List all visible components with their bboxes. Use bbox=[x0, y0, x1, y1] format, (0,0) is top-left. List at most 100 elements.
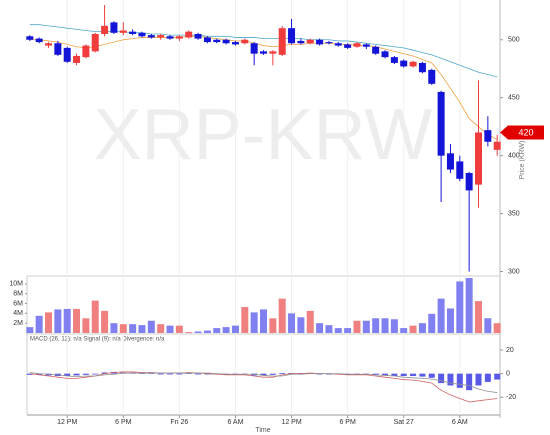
volume-bar bbox=[82, 318, 90, 333]
histogram-bar bbox=[410, 373, 417, 377]
volume-bar bbox=[101, 310, 109, 333]
histogram-bar bbox=[484, 373, 491, 382]
volume-bar bbox=[428, 313, 436, 333]
volume-bar bbox=[119, 324, 127, 333]
volume-bar bbox=[390, 319, 398, 333]
candle-body bbox=[325, 42, 333, 44]
candle-body bbox=[456, 161, 464, 179]
histogram-bar bbox=[176, 373, 183, 375]
y-tick-label: 500 bbox=[508, 37, 520, 44]
histogram-bar bbox=[269, 373, 276, 375]
histogram-bar bbox=[279, 373, 286, 374]
y-tick-label: 10M bbox=[9, 281, 23, 288]
histogram-bar bbox=[419, 373, 426, 377]
volume-bar bbox=[138, 325, 146, 333]
x-tick-label: 6 AM bbox=[227, 419, 243, 426]
candle-body bbox=[166, 36, 174, 39]
candle-body bbox=[194, 33, 202, 39]
volume-bar bbox=[409, 325, 417, 333]
candle-body bbox=[101, 25, 109, 34]
y-tick-label: 2M bbox=[13, 320, 23, 327]
candle-body bbox=[45, 43, 52, 46]
volume-bar bbox=[269, 318, 277, 333]
candle-body bbox=[381, 51, 389, 58]
last-price-label: 420 bbox=[518, 127, 533, 137]
y-tick-label: 20 bbox=[506, 347, 514, 354]
histogram-bar bbox=[26, 373, 33, 375]
candle-body bbox=[260, 51, 267, 54]
volume-bar bbox=[129, 324, 137, 333]
volume-bar bbox=[35, 315, 43, 333]
histogram-bar bbox=[101, 372, 108, 374]
histogram-bar bbox=[82, 373, 89, 375]
volume-bar bbox=[250, 312, 258, 333]
candle-body bbox=[428, 69, 436, 84]
candle-body bbox=[418, 62, 426, 73]
volume-bar bbox=[306, 310, 314, 333]
y-tick-label: 4M bbox=[13, 310, 23, 317]
candle-body bbox=[353, 43, 361, 47]
y-tick-label: 300 bbox=[508, 268, 520, 275]
candle-body bbox=[26, 36, 34, 40]
volume-bar bbox=[91, 300, 99, 333]
candle-body bbox=[306, 39, 314, 44]
macd-title: MACD (26, 12): n/a Signal (9): n/a Diver… bbox=[30, 337, 165, 343]
candle-body bbox=[185, 31, 193, 38]
candle-body bbox=[91, 33, 99, 52]
volume-bar bbox=[475, 301, 482, 333]
volume-bar bbox=[26, 327, 34, 333]
y-tick-label: 8M bbox=[13, 291, 23, 298]
volume-bar bbox=[147, 320, 155, 333]
volume-bar bbox=[437, 298, 445, 333]
candle-body bbox=[409, 61, 417, 67]
volume-bar bbox=[157, 324, 165, 333]
volume-bar bbox=[362, 320, 370, 333]
volume-bar bbox=[372, 318, 380, 333]
candle-body bbox=[278, 28, 286, 55]
candle-body bbox=[147, 35, 155, 38]
volume-bar bbox=[278, 298, 286, 333]
x-tick-label: 6 PM bbox=[115, 419, 132, 426]
candle-body bbox=[138, 32, 146, 37]
histogram-bar bbox=[438, 373, 445, 384]
y-tick-label: 0 bbox=[506, 371, 510, 378]
volume-bar bbox=[418, 323, 426, 333]
candle-body bbox=[54, 43, 62, 55]
volume-bar bbox=[231, 325, 239, 333]
histogram-bar bbox=[195, 373, 202, 375]
volume-bar bbox=[110, 323, 118, 333]
x-tick-label: 12 PM bbox=[281, 419, 301, 426]
candle-body bbox=[297, 40, 305, 44]
macd-line bbox=[29, 371, 498, 403]
candle-body bbox=[372, 46, 380, 54]
candle-body bbox=[129, 31, 137, 34]
histogram-bar bbox=[447, 373, 454, 386]
candle-body bbox=[35, 38, 43, 43]
y-axis-label: Price (KRW) bbox=[519, 141, 526, 180]
candle-body bbox=[334, 43, 342, 46]
volume-bar bbox=[203, 330, 211, 333]
volume-bar bbox=[288, 313, 296, 333]
volume-bar bbox=[260, 309, 267, 333]
histogram-bar bbox=[64, 373, 71, 377]
volume-bar bbox=[297, 317, 305, 333]
volume-bar bbox=[446, 308, 454, 333]
volume-bar bbox=[185, 332, 193, 333]
volume-bar bbox=[73, 308, 81, 333]
candle-body bbox=[400, 60, 408, 67]
histogram-bar bbox=[475, 373, 482, 386]
watermark: XRP-KRW bbox=[94, 95, 433, 175]
x-tick-label: 6 AM bbox=[452, 419, 468, 426]
volume-bar bbox=[45, 312, 52, 333]
candle-body bbox=[475, 132, 482, 185]
volume-bar bbox=[222, 327, 230, 333]
volume-bar bbox=[166, 325, 174, 333]
volume-bar bbox=[316, 323, 324, 333]
volume-bar bbox=[194, 331, 202, 333]
candle-body bbox=[269, 51, 277, 54]
y-tick-label: 6M bbox=[13, 300, 23, 307]
candle-body bbox=[344, 44, 352, 48]
volume-bar bbox=[54, 309, 62, 333]
signal-line bbox=[29, 372, 498, 393]
